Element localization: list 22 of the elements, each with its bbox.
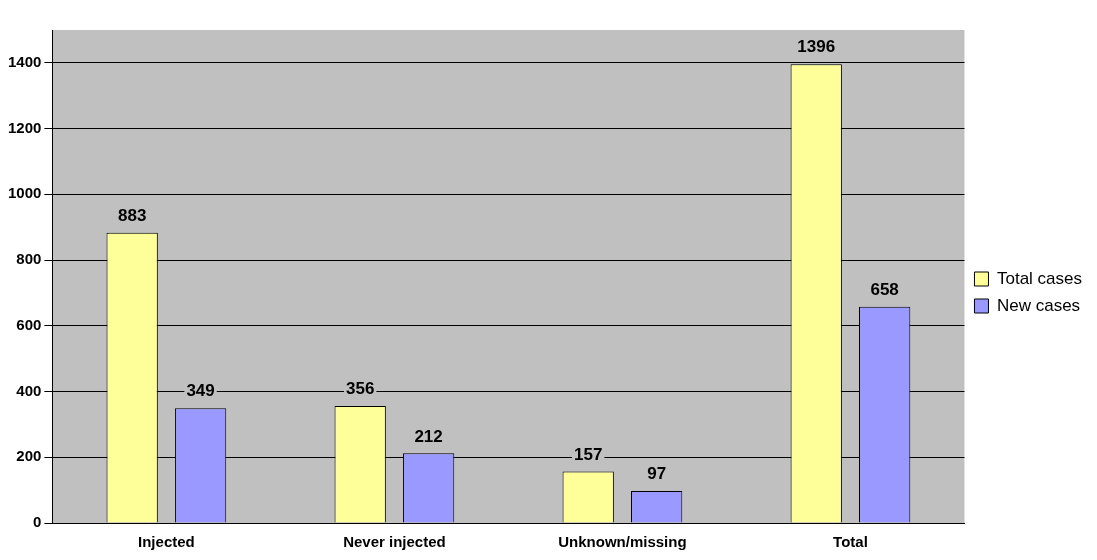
data-label: 883 bbox=[117, 205, 147, 225]
x-tick-label: Never injected bbox=[343, 533, 446, 551]
x-tick-label: Injected bbox=[138, 533, 195, 551]
data-label: 1396 bbox=[797, 37, 836, 57]
data-label: 212 bbox=[414, 426, 443, 446]
legend-label: New cases bbox=[996, 295, 1081, 315]
data-label: 157 bbox=[574, 444, 603, 464]
y-tick-label: 1200 bbox=[7, 118, 42, 136]
y-tick-label: 600 bbox=[16, 315, 42, 333]
data-label: 349 bbox=[186, 381, 215, 401]
y-tick-label: 1000 bbox=[7, 184, 42, 202]
data-label: 356 bbox=[346, 379, 375, 399]
y-tick-label: 1400 bbox=[7, 53, 42, 71]
x-tick-label: Total bbox=[833, 533, 868, 551]
x-tick-label: Unknown/missing bbox=[558, 533, 687, 551]
data-label: 658 bbox=[870, 279, 899, 299]
data-label: 97 bbox=[647, 464, 667, 484]
y-tick-label: 400 bbox=[16, 381, 42, 399]
legend-label: Total cases bbox=[996, 268, 1083, 288]
y-tick-label: 0 bbox=[33, 513, 42, 531]
y-tick-label: 800 bbox=[16, 250, 42, 268]
y-tick-label: 200 bbox=[16, 447, 42, 465]
